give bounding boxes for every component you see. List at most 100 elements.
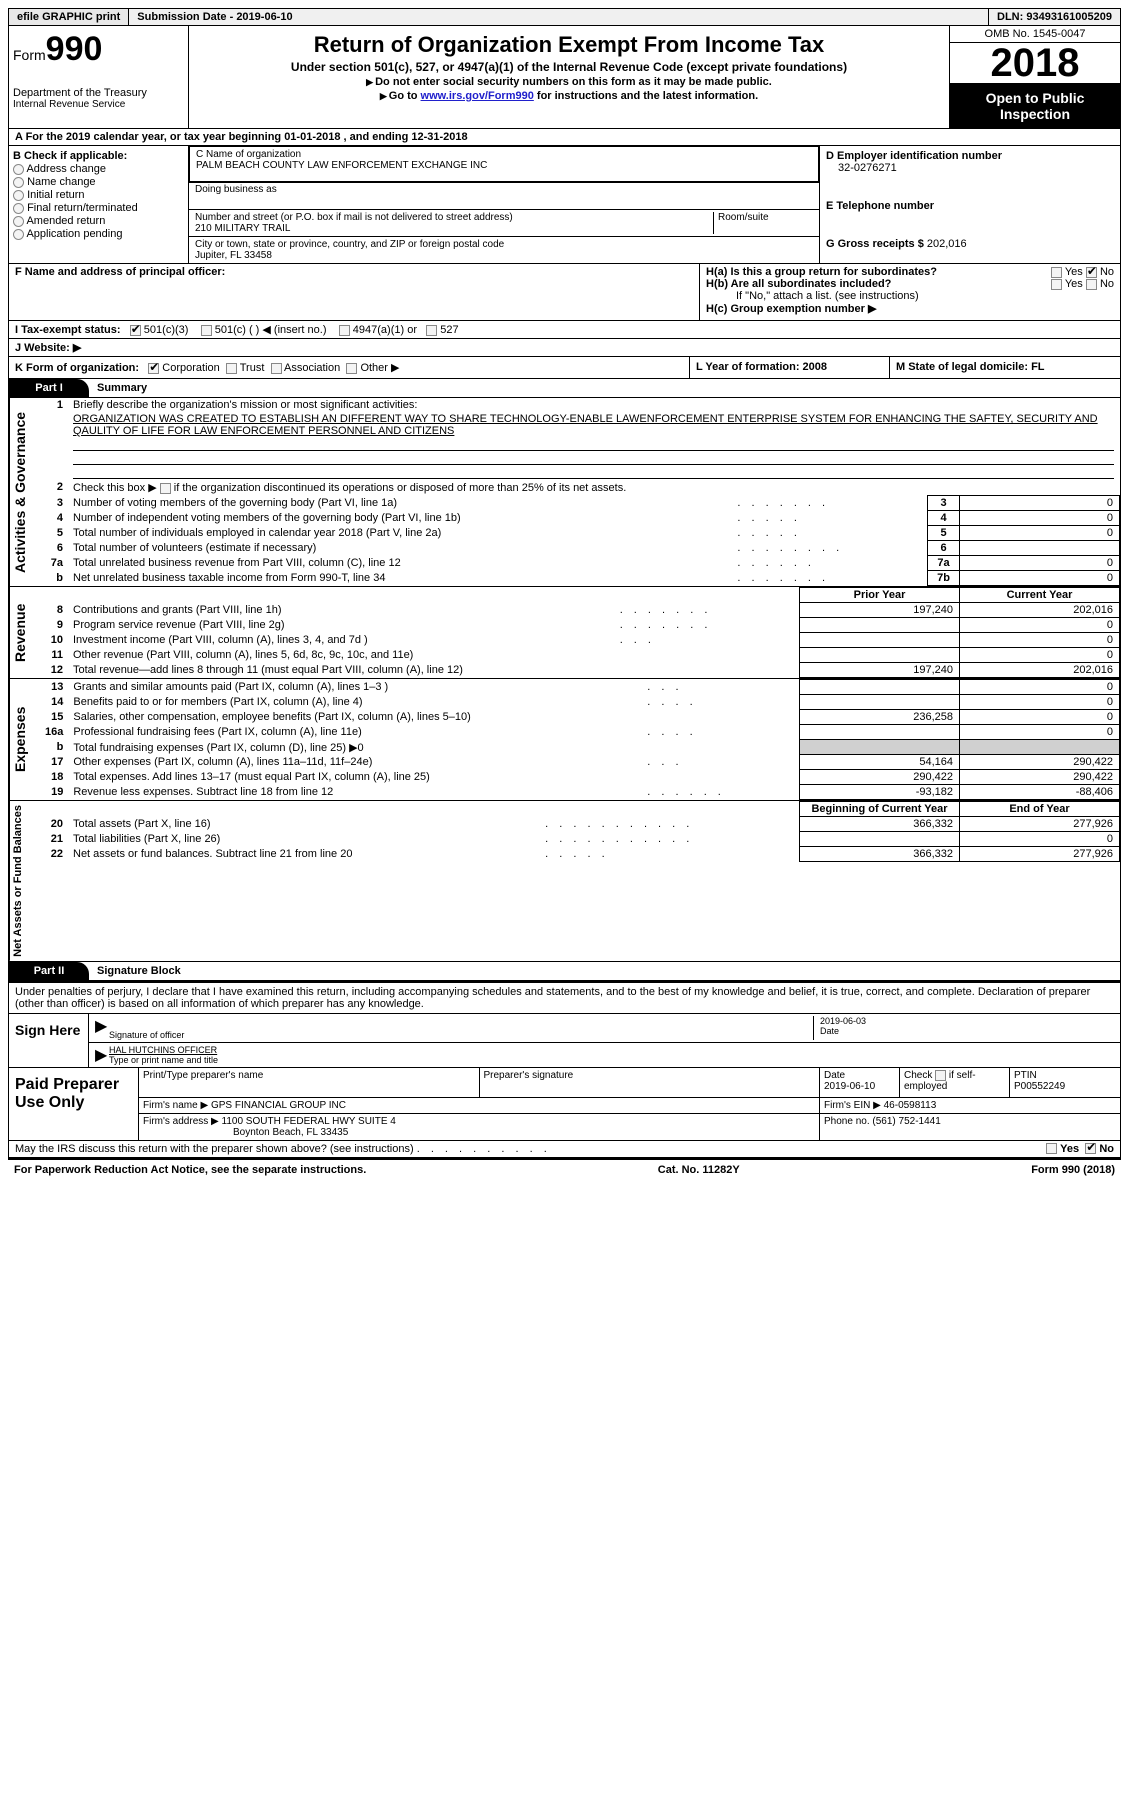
ein-label: D Employer identification number [826,150,1114,162]
check-name-change[interactable]: Name change [13,176,184,188]
sig-arrow-icon: ▶ [95,1016,109,1040]
line17-curr: 290,422 [960,755,1120,770]
vert-activities: Activities & Governance [9,398,39,586]
check-final-return[interactable]: Final return/terminated [13,202,184,214]
line19-prior: -93,182 [800,785,960,800]
discuss-yes[interactable] [1046,1143,1057,1154]
check-527[interactable] [426,325,437,336]
line10-prior [800,633,960,648]
city: Jupiter, FL 33458 [195,250,813,261]
hc-label: H(c) Group exemption number ▶ [706,303,876,315]
vert-revenue: Revenue [9,587,39,678]
sections-b-to-g: B Check if applicable: Address change Na… [8,146,1121,264]
check-4947[interactable] [339,325,350,336]
prep-phone-label: Phone no. [824,1116,870,1127]
part1-title: Summary [89,379,1120,397]
form-subtitle: Under section 501(c), 527, or 4947(a)(1)… [197,60,941,74]
line19-curr: -88,406 [960,785,1120,800]
dln: DLN: 93493161005209 [989,9,1120,25]
discuss-label: May the IRS discuss this return with the… [15,1143,414,1155]
line13-label: Grants and similar amounts paid (Part IX… [67,680,641,695]
line20-label: Total assets (Part X, line 16) [67,817,539,832]
check-501c[interactable] [201,325,212,336]
line2-label: Check this box ▶ if the organization dis… [73,482,626,494]
hb-no[interactable] [1086,279,1097,290]
section-activities: Activities & Governance 1Briefly describ… [8,398,1121,587]
ha-yes[interactable] [1051,267,1062,278]
part1-tab: Part I [9,379,89,397]
mission-text: ORGANIZATION WAS CREATED TO ESTABLISH AN… [73,413,1114,437]
sig-date-label: Date [820,1026,839,1036]
line15-curr: 0 [960,710,1120,725]
ha-label: H(a) Is this a group return for subordin… [706,266,937,278]
line9-label: Program service revenue (Part VIII, line… [67,618,614,633]
check-other[interactable] [346,363,357,374]
check-address-change[interactable]: Address change [13,163,184,175]
penalty-text: Under penalties of perjury, I declare th… [9,983,1120,1013]
line18-prior: 290,422 [800,770,960,785]
submission-date: Submission Date - 2019-06-10 [129,9,989,25]
prep-self-emp-check[interactable] [935,1070,946,1081]
line18-label: Total expenses. Add lines 13–17 (must eq… [67,770,799,785]
org-name: PALM BEACH COUNTY LAW ENFORCEMENT EXCHAN… [196,160,812,171]
end-year-hdr: End of Year [960,802,1120,817]
check-initial-return[interactable]: Initial return [13,189,184,201]
signature-block: Under penalties of perjury, I declare th… [8,981,1121,1141]
line4-val: 0 [960,511,1120,526]
line16b-prior [800,740,960,755]
ha-no[interactable] [1086,267,1097,278]
line7b-label: Net unrelated business taxable income fr… [67,571,731,586]
line13-prior [800,680,960,695]
form-prefix: Form [13,47,46,63]
line8-prior: 197,240 [800,603,960,618]
line22-label: Net assets or fund balances. Subtract li… [67,847,539,862]
check-trust[interactable] [226,363,237,374]
check-corp[interactable] [148,363,159,374]
line16b-label: Total fundraising expenses (Part IX, col… [67,740,799,755]
section-d-e-g: D Employer identification number 32-0276… [820,146,1120,263]
prior-year-hdr: Prior Year [800,588,960,603]
form-title: Return of Organization Exempt From Incom… [197,32,941,58]
line14-label: Benefits paid to or for members (Part IX… [67,695,641,710]
gross-label: G Gross receipts $ [826,238,924,250]
ein: 32-0276271 [838,162,1114,174]
open-line1: Open to Public [954,90,1116,106]
check-assoc[interactable] [271,363,282,374]
state-domicile: M State of legal domicile: FL [890,357,1120,378]
sig-date: 2019-06-03 [820,1016,1114,1026]
row-j-website: J Website: ▶ [8,339,1121,357]
line12-curr: 202,016 [960,663,1120,678]
hb-note: If "No," attach a list. (see instruction… [706,290,1114,302]
gross-receipts: 202,016 [927,238,967,250]
line22-end: 277,926 [960,847,1120,862]
line11-label: Other revenue (Part VIII, column (A), li… [67,648,800,663]
line20-end: 277,926 [960,817,1120,832]
efile-print-button[interactable]: efile GRAPHIC print [9,9,129,25]
vert-net-assets: Net Assets or Fund Balances [9,801,39,961]
line15-prior: 236,258 [800,710,960,725]
paperwork-notice: For Paperwork Reduction Act Notice, see … [14,1164,366,1176]
section-b: B Check if applicable: Address change Na… [9,146,189,263]
section-b-title: B Check if applicable: [13,150,184,162]
open-line2: Inspection [954,106,1116,122]
check-501c3[interactable] [130,325,141,336]
line21-end: 0 [960,832,1120,847]
officer-name: HAL HUTCHINS OFFICER [109,1045,1114,1055]
form990-link[interactable]: www.irs.gov/Form990 [421,90,534,102]
hb-label: H(b) Are all subordinates included? [706,278,891,290]
prep-sig-label: Preparer's signature [480,1068,821,1097]
ptin: P00552249 [1014,1081,1065,1092]
line21-begin [800,832,960,847]
line1-label: Briefly describe the organization's miss… [67,398,1120,412]
check-amended[interactable]: Amended return [13,215,184,227]
line2-check[interactable] [160,483,171,494]
hb-yes[interactable] [1051,279,1062,290]
line18-curr: 290,422 [960,770,1120,785]
instr-goto-b: for instructions and the latest informat… [534,90,758,102]
phone-label: E Telephone number [826,200,1114,212]
sign-here-label: Sign Here [9,1014,89,1067]
prep-check-label: Check if self-employed [904,1070,976,1092]
check-app-pending[interactable]: Application pending [13,228,184,240]
discuss-no[interactable] [1085,1143,1096,1154]
part2-tab: Part II [9,962,89,980]
